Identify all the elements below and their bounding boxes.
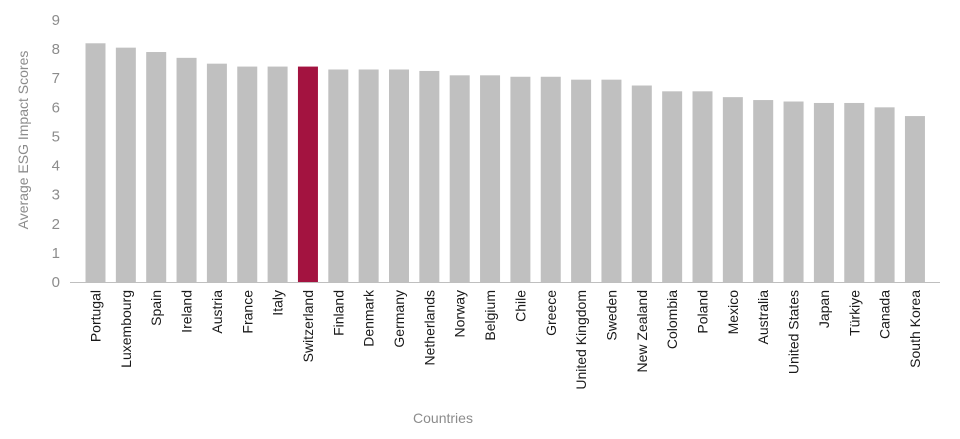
y-tick-label: 6: [52, 99, 60, 116]
y-tick-label: 0: [52, 274, 60, 291]
x-category-label: Sweden: [603, 290, 619, 341]
x-category-label: United Kingdom: [573, 290, 589, 390]
x-axis-labels: Portugal Luxembourg Spain Ireland Austria Fra…: [88, 289, 923, 390]
x-category-label: Finland: [330, 290, 346, 336]
bar-poland: [692, 91, 713, 282]
bar-mexico: [722, 97, 743, 283]
x-category-label: Italy: [270, 290, 286, 316]
bar-switzerland: [297, 66, 318, 282]
y-tick-label: 9: [52, 12, 60, 29]
bar-canada: [874, 107, 895, 282]
x-category-label: Greece: [543, 290, 559, 336]
bar-austria: [206, 63, 227, 282]
x-category-label: South Korea: [907, 290, 923, 368]
bar-ireland: [176, 57, 197, 282]
bar-italy: [267, 66, 288, 282]
bar-australia: [753, 100, 774, 282]
x-category-label: Mexico: [725, 290, 741, 335]
x-category-label: Luxembourg: [118, 290, 134, 368]
y-tick-label: 7: [52, 70, 60, 87]
y-axis-ticks: 0 1 2 3 4 5 6 7 8 9: [52, 12, 60, 291]
x-category-label: Australia: [755, 290, 771, 345]
x-axis-title: Countries: [413, 410, 473, 426]
y-tick-label: 5: [52, 128, 60, 145]
bar-finland: [328, 69, 349, 282]
bar-germany: [389, 69, 409, 282]
x-category-label: Poland: [695, 290, 711, 334]
bar-luxembourg: [115, 47, 136, 283]
bar-france: [237, 66, 258, 282]
bar-sweden: [601, 79, 622, 282]
x-category-label: Canada: [877, 290, 893, 339]
bar-norway: [449, 75, 470, 282]
bar-new-zealand: [631, 85, 652, 282]
x-category-label: Netherlands: [421, 290, 437, 366]
x-category-label: Denmark: [361, 289, 377, 347]
x-category-label: Switzerland: [300, 290, 316, 362]
x-category-label: Spain: [148, 290, 164, 326]
x-category-label: Portugal: [88, 290, 104, 342]
y-tick-label: 2: [52, 216, 60, 233]
bar-spain: [146, 52, 167, 283]
x-category-label: Austria: [209, 290, 225, 334]
x-category-label: Japan: [816, 290, 832, 328]
bar-netherlands: [419, 70, 440, 282]
x-category-label: Norway: [452, 290, 468, 337]
bar-denmark: [358, 69, 379, 282]
bars: [85, 43, 925, 283]
bar-south-korea: [904, 116, 925, 282]
bar-chile: [510, 76, 531, 283]
bar-japan: [813, 102, 834, 282]
x-category-label: Türkiye: [846, 290, 862, 336]
y-tick-label: 4: [52, 158, 60, 175]
bar-belgium: [480, 75, 501, 282]
x-category-label: Chile: [512, 290, 528, 322]
x-category-label: Ireland: [179, 290, 195, 333]
x-category-label: France: [239, 290, 255, 334]
y-axis-title: Average ESG Impact Scores: [15, 51, 31, 230]
x-category-label: Belgium: [482, 290, 498, 341]
x-category-label: Colombia: [664, 290, 680, 349]
x-category-label: Germany: [391, 290, 407, 348]
bar-colombia: [662, 91, 683, 282]
y-tick-label: 8: [52, 41, 60, 58]
bar-united-kingdom: [571, 79, 592, 282]
bar-portugal: [85, 43, 106, 283]
bar-t-rkiye: [844, 102, 865, 282]
y-tick-label: 1: [52, 245, 60, 262]
bar-greece: [540, 76, 561, 283]
x-category-label: New Zealand: [634, 290, 650, 373]
bar-united-states: [783, 101, 804, 282]
y-tick-label: 3: [52, 187, 60, 204]
x-category-label: United States: [786, 290, 802, 374]
